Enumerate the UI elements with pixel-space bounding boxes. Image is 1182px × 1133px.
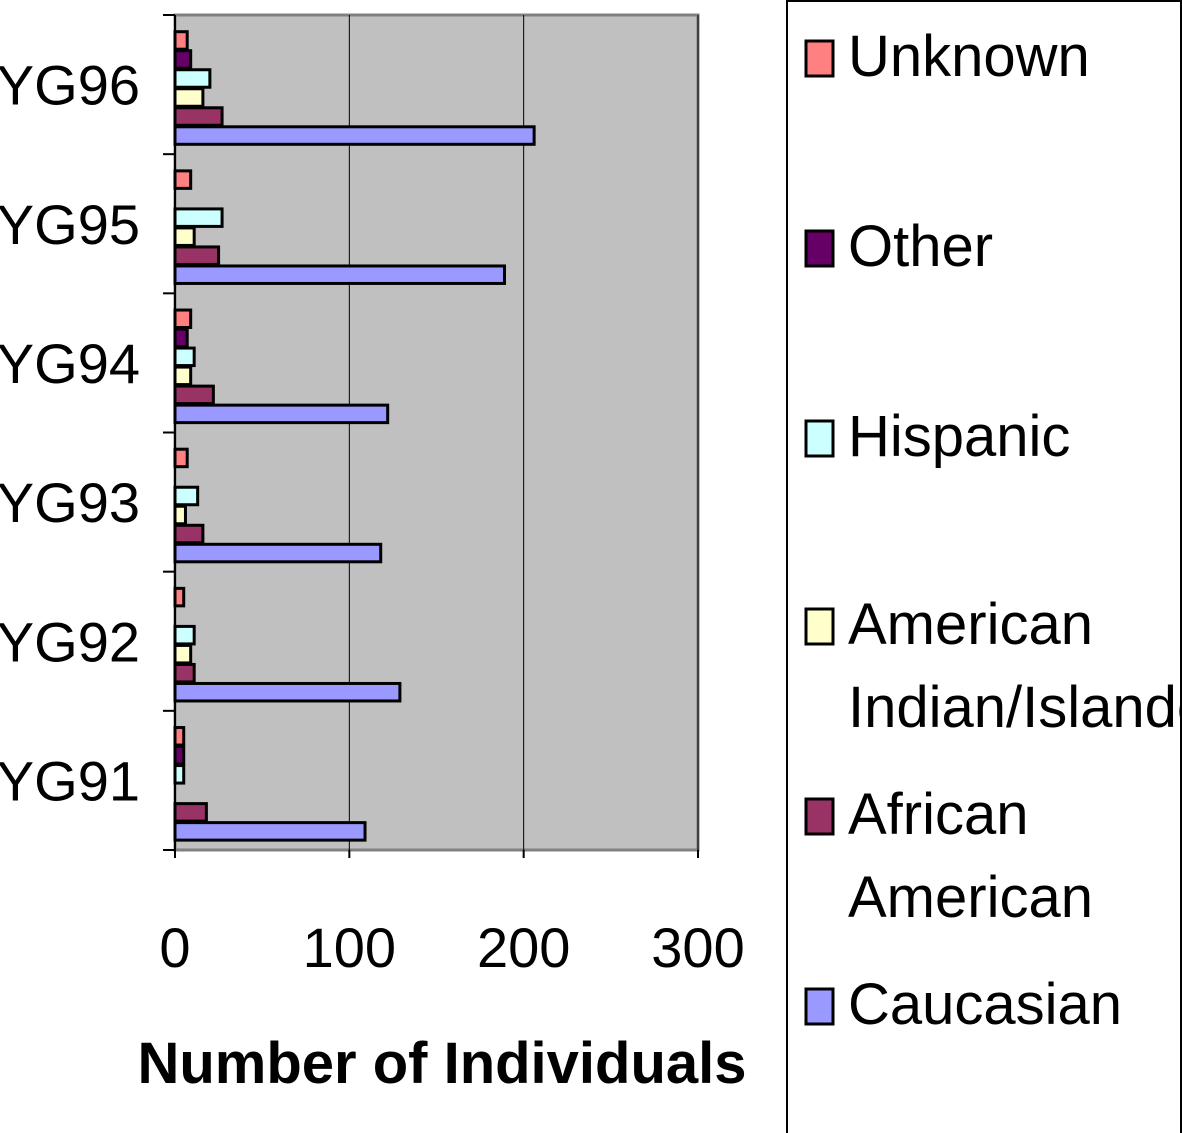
legend-swatch-hispanic xyxy=(804,419,835,458)
bar-caucasian xyxy=(173,681,402,703)
bar-hispanic xyxy=(173,764,186,785)
legend-label-american-indian-islander: American xyxy=(848,592,1093,657)
bar-african-american xyxy=(173,384,215,406)
bar-african-american xyxy=(173,523,205,545)
legend-label-american-indian-islander: Indian/Islander xyxy=(848,675,1182,740)
bar-other xyxy=(173,745,186,766)
bar-hispanic xyxy=(173,624,196,646)
bar-caucasian xyxy=(173,403,390,425)
x-tick-label: 300 xyxy=(651,916,744,979)
bar-caucasian xyxy=(173,542,383,564)
bar-african-american xyxy=(173,106,224,127)
y-category-label: YG95 xyxy=(0,193,140,256)
legend-label-other: Other xyxy=(848,214,993,279)
legend-swatch-african-american xyxy=(804,797,835,836)
x-tick-label: 100 xyxy=(303,916,396,979)
legend-label-african-american: African xyxy=(848,782,1029,847)
plot-area xyxy=(173,13,700,852)
bar-african-american xyxy=(173,245,221,266)
bar-caucasian xyxy=(173,821,367,842)
bar-african-american xyxy=(173,802,208,823)
x-tick-label: 200 xyxy=(477,916,570,979)
y-category-label: YG96 xyxy=(0,54,140,117)
bar-unknown xyxy=(173,447,189,469)
y-category-label: YG94 xyxy=(0,332,140,395)
legend-label-caucasian: Caucasian xyxy=(848,972,1122,1037)
bar-american-indian-islander xyxy=(173,504,187,526)
bar-unknown xyxy=(173,586,186,608)
legend-swatch-caucasian xyxy=(804,987,835,1026)
bar-american-indian-islander xyxy=(173,226,196,247)
bar-american-indian-islander xyxy=(173,87,205,108)
bar-unknown xyxy=(173,726,186,747)
bar-other xyxy=(173,327,189,349)
bar-american-indian-islander xyxy=(173,365,193,387)
legend-label-hispanic: Hispanic xyxy=(848,404,1070,469)
bar-unknown xyxy=(173,169,193,190)
y-category-label: YG91 xyxy=(0,749,140,812)
y-category-label: YG92 xyxy=(0,610,140,673)
bar-hispanic xyxy=(173,207,224,228)
bar-hispanic xyxy=(173,346,196,368)
bar-unknown xyxy=(173,30,189,51)
bar-caucasian xyxy=(173,125,536,146)
legend-swatch-american-indian-islander xyxy=(804,607,835,646)
bar-american-indian-islander xyxy=(173,643,193,665)
legend-swatch-unknown xyxy=(804,39,835,78)
legend-swatch-other xyxy=(804,229,835,268)
x-axis-title: Number of Individuals xyxy=(137,1031,746,1096)
legend-box xyxy=(786,0,1182,1133)
bar-hispanic xyxy=(173,68,212,89)
y-category-label: YG93 xyxy=(0,471,140,534)
bar-other xyxy=(173,49,193,70)
legend-label-unknown: Unknown xyxy=(848,24,1090,89)
bar-african-american xyxy=(173,662,196,684)
bar-caucasian xyxy=(173,264,506,285)
bar-hispanic xyxy=(173,485,200,507)
bar-unknown xyxy=(173,308,193,330)
x-tick-label: 0 xyxy=(159,916,190,979)
legend-label-african-american: American xyxy=(848,865,1093,930)
